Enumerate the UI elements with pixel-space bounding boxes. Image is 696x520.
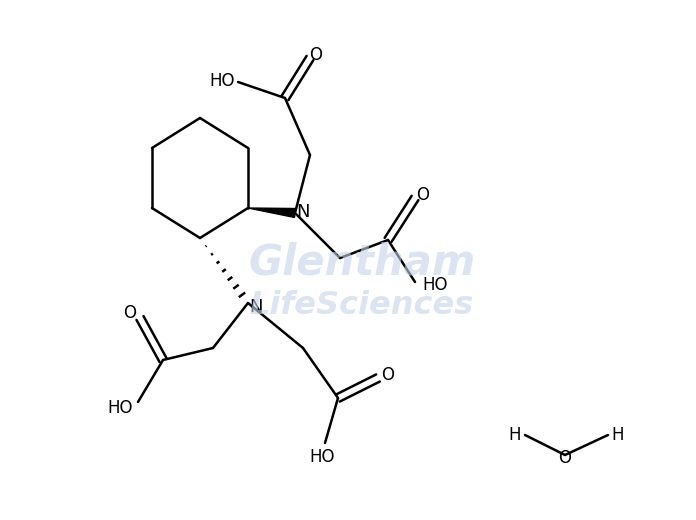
Text: O: O [310,46,322,64]
Text: H: H [612,426,624,444]
Polygon shape [248,208,296,217]
Text: O: O [123,304,136,322]
Text: HO: HO [309,448,335,466]
Text: HO: HO [107,399,133,417]
Text: N: N [249,298,263,316]
Text: O: O [381,366,395,384]
Text: O: O [558,449,571,467]
Text: H: H [509,426,521,444]
Text: O: O [416,186,429,204]
Text: HO: HO [422,276,448,294]
Text: LifeSciences: LifeSciences [250,290,474,320]
Text: N: N [296,203,310,221]
Text: HO: HO [209,72,235,90]
Text: Glentham: Glentham [248,241,475,283]
